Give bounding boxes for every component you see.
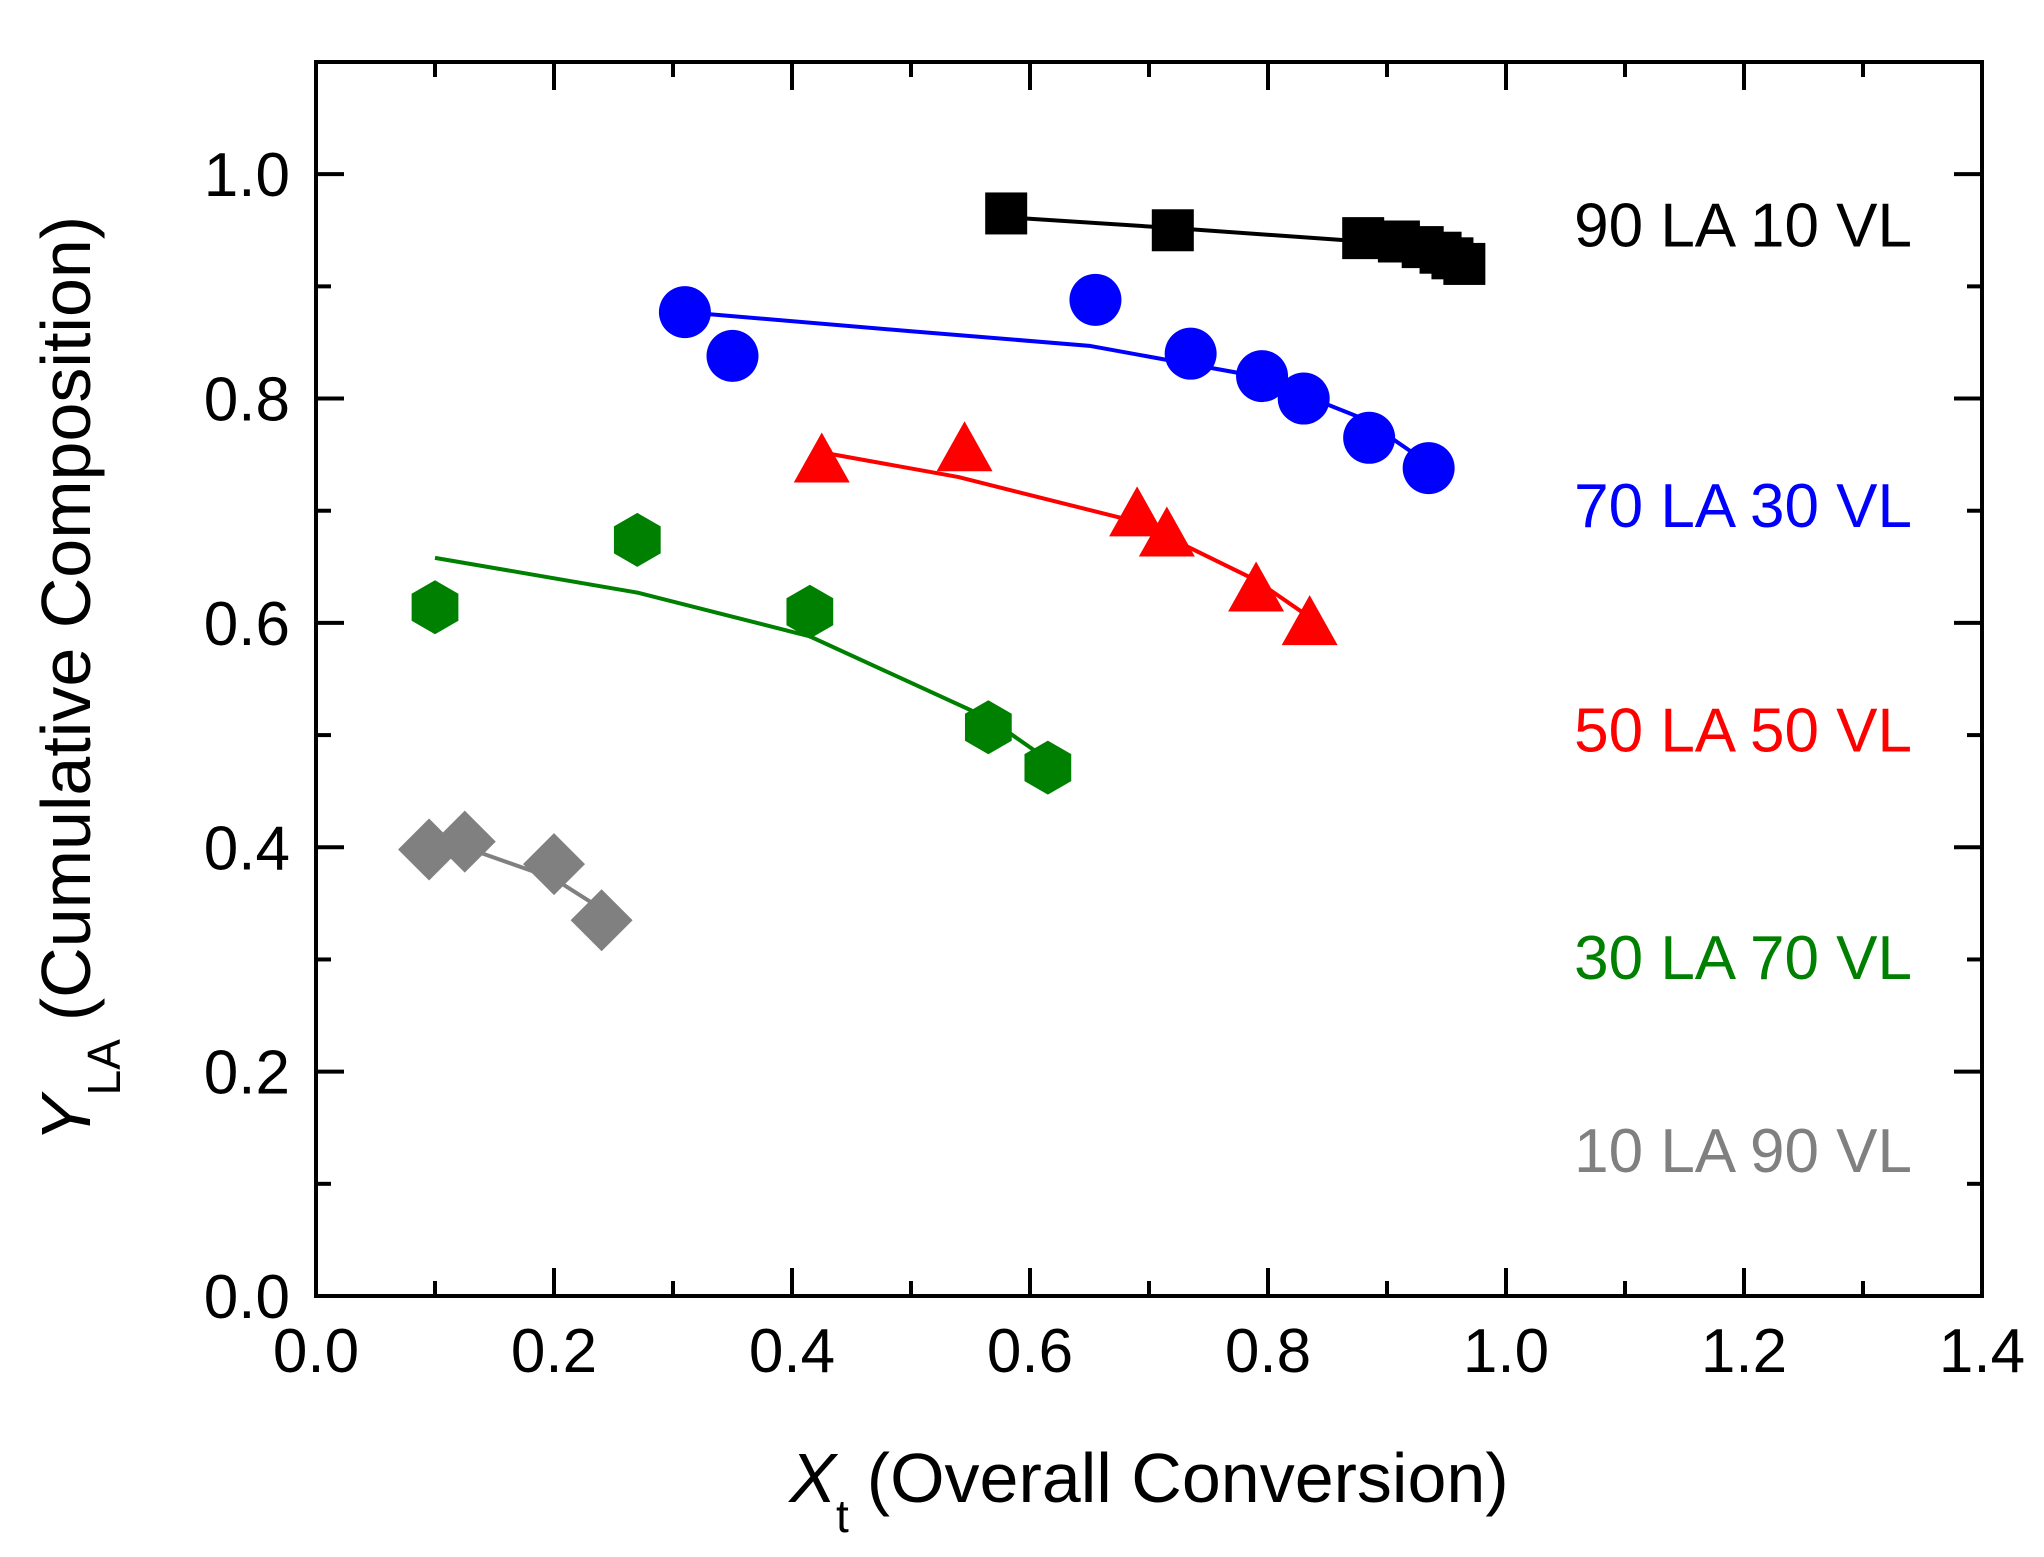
x-axis-title: Xt (Overall Conversion) [787, 1439, 1508, 1542]
y-tick-label: 0.6 [204, 590, 290, 659]
series-70-la-30-vl-marker [1164, 327, 1217, 380]
y-axis-title: YLA (Cumulative Composition) [27, 216, 130, 1142]
series-90-la-10-vl-marker [1151, 209, 1194, 252]
y-axis-symbol: Y [27, 1091, 105, 1142]
series-50-la-50-vl-marker [793, 432, 850, 483]
x-axis-subscript: t [836, 1490, 849, 1542]
series-90-la-10-vl-marker [1443, 242, 1486, 285]
data-markers [398, 192, 1486, 952]
x-tick-label: 1.0 [1463, 1317, 1549, 1386]
series-70-la-30-vl-marker [1236, 350, 1289, 403]
fit-lines [429, 214, 1471, 911]
series-70-la-30-vl-marker [1402, 442, 1455, 495]
series-90-la-10-vl-marker [1342, 217, 1385, 260]
x-axis-symbol: X [787, 1439, 838, 1517]
series-70-la-30-vl-marker [706, 329, 759, 382]
axis-ticks [314, 60, 1984, 1298]
series-10-la-90-vl-label: 10 LA 90 VL [1574, 1117, 1912, 1186]
series-labels: 90 LA 10 VL 70 LA 30 VL 50 LA 50 VL 30 LA 7… [1574, 192, 1912, 1187]
series-50-la-50-vl-fit-line [821, 450, 1311, 619]
series-70-la-30-vl-marker [1277, 372, 1330, 425]
series-90-la-10-vl-marker [985, 192, 1028, 235]
x-tick-label: 0.4 [749, 1317, 835, 1386]
series-70-la-30-vl-marker [1069, 273, 1122, 326]
y-tick-label: 1.0 [204, 141, 290, 210]
series-30-la-70-vl-marker [1024, 740, 1072, 795]
y-tick-label: 0.0 [204, 1263, 290, 1332]
series-90-la-10-vl-label: 90 LA 10 VL [1574, 192, 1912, 261]
x-tick-label: 1.4 [1939, 1317, 2025, 1386]
series-70-la-30-vl-label: 70 LA 30 VL [1574, 472, 1912, 541]
series-50-la-50-vl-marker [1281, 595, 1338, 646]
series-30-la-70-vl-label: 30 LA 70 VL [1574, 924, 1912, 993]
x-tick-label: 0.8 [1225, 1317, 1311, 1386]
y-tick-label: 0.8 [204, 366, 290, 435]
tick-labels: 0.0 0.2 0.4 0.6 0.8 1.0 1.2 1.4 0.0 0.2 0.4 0.6 0.8 1… [204, 141, 2025, 1386]
series-50-la-50-vl-marker [936, 421, 993, 472]
series-30-la-70-vl-marker [964, 700, 1012, 755]
y-tick-label: 0.4 [204, 814, 290, 883]
series-30-la-70-vl-fit-line [434, 555, 1049, 762]
series-50-la-50-vl-marker [1138, 506, 1195, 557]
series-30-la-70-vl-marker [613, 512, 661, 567]
y-axis-label: (Cumulative Composition) [27, 216, 105, 1021]
series-10-la-90-vl-marker [570, 889, 633, 952]
series-30-la-70-vl-marker [411, 580, 459, 635]
series-70-la-30-vl-marker [1343, 411, 1396, 464]
x-axis-label: (Overall Conversion) [867, 1439, 1509, 1517]
series-10-la-90-vl-marker [523, 833, 585, 896]
x-tick-label: 0.0 [273, 1317, 359, 1386]
series-10-la-90-vl-marker [433, 810, 496, 873]
y-axis-subscript: LA [78, 1039, 130, 1096]
x-tick-label: 1.2 [1701, 1317, 1787, 1386]
x-tick-label: 0.6 [987, 1317, 1073, 1386]
series-50-la-50-vl-label: 50 LA 50 VL [1574, 696, 1912, 765]
series-30-la-70-vl-marker [786, 584, 834, 639]
series-50-la-50-vl-marker [1109, 486, 1166, 537]
series-50-la-50-vl-marker [1228, 561, 1285, 612]
plot-frame [314, 60, 1984, 1298]
series-70-la-30-vl-marker [658, 286, 711, 339]
y-tick-label: 0.2 [204, 1039, 290, 1108]
x-tick-label: 0.2 [511, 1317, 597, 1386]
